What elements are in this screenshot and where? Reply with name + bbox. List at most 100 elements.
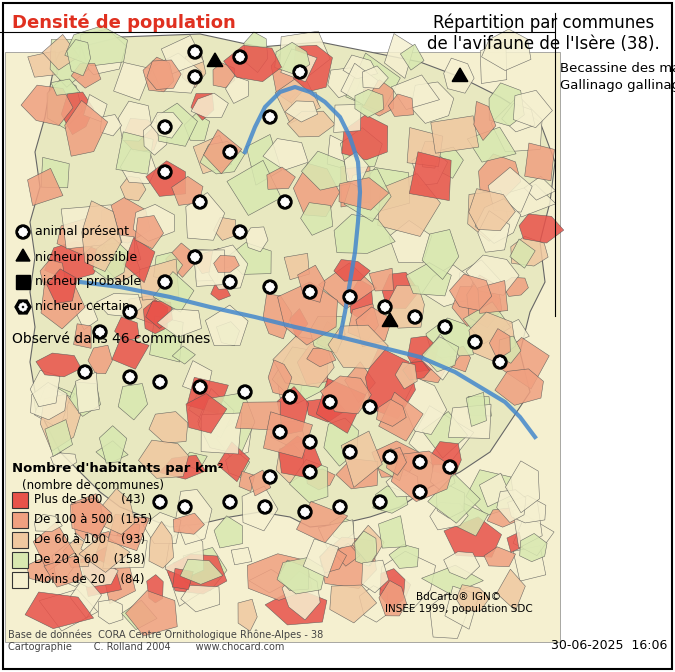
- Circle shape: [266, 508, 268, 510]
- Polygon shape: [334, 259, 370, 281]
- Polygon shape: [444, 517, 502, 557]
- Circle shape: [381, 306, 383, 308]
- Polygon shape: [126, 591, 178, 636]
- Polygon shape: [205, 305, 248, 345]
- Circle shape: [184, 509, 186, 511]
- Circle shape: [308, 468, 311, 470]
- Circle shape: [302, 513, 304, 515]
- Circle shape: [272, 286, 274, 288]
- Polygon shape: [282, 571, 320, 620]
- Circle shape: [200, 388, 203, 390]
- Circle shape: [162, 173, 164, 175]
- Polygon shape: [156, 103, 198, 146]
- Circle shape: [287, 201, 289, 203]
- Polygon shape: [249, 569, 290, 593]
- Polygon shape: [443, 58, 474, 93]
- Circle shape: [383, 450, 397, 464]
- Circle shape: [129, 308, 131, 310]
- Circle shape: [24, 304, 26, 306]
- Circle shape: [284, 201, 286, 203]
- Circle shape: [310, 473, 313, 475]
- Polygon shape: [342, 115, 387, 160]
- Circle shape: [187, 506, 189, 508]
- Circle shape: [196, 386, 198, 388]
- Polygon shape: [481, 29, 531, 71]
- Circle shape: [291, 398, 293, 401]
- Circle shape: [308, 474, 311, 476]
- Polygon shape: [501, 185, 556, 217]
- Circle shape: [493, 355, 507, 369]
- Circle shape: [271, 288, 273, 290]
- Polygon shape: [320, 545, 346, 573]
- Circle shape: [287, 398, 289, 401]
- Circle shape: [196, 254, 198, 256]
- Circle shape: [199, 198, 201, 200]
- Polygon shape: [373, 486, 408, 513]
- Circle shape: [129, 376, 131, 378]
- Circle shape: [192, 49, 194, 51]
- Circle shape: [157, 379, 159, 381]
- Polygon shape: [452, 286, 500, 326]
- Circle shape: [306, 291, 308, 293]
- Polygon shape: [466, 470, 515, 515]
- Circle shape: [422, 491, 424, 493]
- Circle shape: [346, 451, 348, 453]
- Polygon shape: [146, 575, 163, 603]
- Polygon shape: [79, 532, 117, 580]
- Circle shape: [271, 118, 273, 120]
- Text: De 20 à 60    (158): De 20 à 60 (158): [34, 554, 145, 566]
- Circle shape: [196, 49, 198, 51]
- Polygon shape: [365, 347, 415, 419]
- Circle shape: [229, 148, 232, 151]
- Circle shape: [279, 428, 281, 430]
- Circle shape: [337, 508, 340, 510]
- Circle shape: [194, 48, 196, 50]
- Circle shape: [327, 398, 329, 401]
- Circle shape: [277, 429, 279, 431]
- Circle shape: [161, 379, 163, 381]
- Polygon shape: [382, 313, 398, 327]
- Circle shape: [281, 199, 284, 201]
- Circle shape: [308, 441, 311, 444]
- Polygon shape: [450, 274, 491, 310]
- Circle shape: [293, 65, 307, 79]
- Circle shape: [267, 284, 269, 286]
- Circle shape: [281, 203, 284, 205]
- Polygon shape: [499, 336, 521, 364]
- Circle shape: [126, 310, 128, 313]
- Circle shape: [266, 504, 268, 506]
- Polygon shape: [168, 560, 206, 606]
- Polygon shape: [129, 294, 174, 323]
- Circle shape: [159, 381, 161, 383]
- Circle shape: [191, 51, 193, 53]
- Circle shape: [166, 283, 168, 285]
- Polygon shape: [318, 519, 355, 550]
- Circle shape: [372, 406, 374, 408]
- Circle shape: [449, 466, 451, 468]
- Polygon shape: [339, 177, 389, 210]
- Circle shape: [242, 389, 244, 391]
- Polygon shape: [28, 51, 57, 77]
- Circle shape: [226, 151, 228, 153]
- Circle shape: [237, 54, 239, 56]
- Circle shape: [501, 359, 503, 362]
- Polygon shape: [497, 490, 526, 523]
- Circle shape: [102, 331, 104, 333]
- Polygon shape: [34, 386, 70, 429]
- Circle shape: [312, 471, 314, 473]
- Polygon shape: [388, 94, 414, 116]
- Circle shape: [184, 503, 186, 505]
- Polygon shape: [507, 532, 522, 552]
- Polygon shape: [102, 553, 136, 603]
- Polygon shape: [341, 166, 370, 207]
- Polygon shape: [150, 316, 183, 362]
- Circle shape: [161, 499, 163, 501]
- Polygon shape: [330, 585, 377, 623]
- Polygon shape: [344, 169, 391, 222]
- Polygon shape: [407, 128, 443, 167]
- Circle shape: [367, 408, 369, 410]
- Circle shape: [381, 499, 383, 501]
- Circle shape: [20, 228, 22, 231]
- Circle shape: [166, 124, 168, 126]
- Circle shape: [308, 294, 311, 296]
